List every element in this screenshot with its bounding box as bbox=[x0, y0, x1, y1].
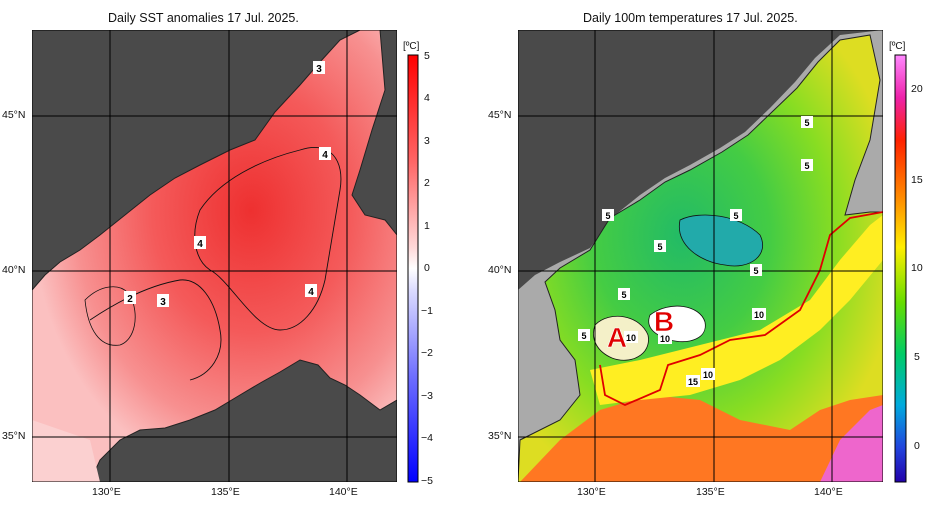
left-lat-label: 35°N bbox=[2, 430, 26, 442]
right-pink-kuroshio bbox=[820, 405, 883, 482]
left-colorbar-tick: −5 bbox=[421, 475, 433, 487]
right-contour-label: 10 bbox=[624, 331, 638, 343]
svg-text:2: 2 bbox=[127, 294, 133, 305]
left-contour-label: 4 bbox=[305, 284, 317, 298]
right-red-boundary bbox=[599, 211, 883, 406]
right-contour-label: 5 bbox=[654, 240, 666, 252]
right-contour-label: 5 bbox=[618, 288, 630, 300]
svg-text:10: 10 bbox=[626, 333, 636, 343]
right-yellow-front bbox=[590, 215, 883, 405]
right-contour-label: 5 bbox=[578, 329, 590, 341]
left-tsushima-area bbox=[32, 420, 100, 482]
right-contour-label: 5 bbox=[730, 209, 742, 221]
left-colorbar-tick: 5 bbox=[424, 50, 430, 62]
svg-text:5: 5 bbox=[581, 331, 586, 341]
svg-text:5: 5 bbox=[605, 211, 610, 221]
right-colorbar-tick: 15 bbox=[911, 174, 923, 186]
svg-text:10: 10 bbox=[754, 310, 764, 320]
region-label-A: A bbox=[607, 322, 627, 353]
svg-text:5: 5 bbox=[753, 266, 758, 276]
left-graticule bbox=[32, 30, 397, 482]
left-lon-label: 135°E bbox=[211, 486, 240, 498]
right-cold-pool bbox=[679, 214, 763, 267]
left-contour-label: 4 bbox=[194, 236, 206, 250]
svg-text:4: 4 bbox=[197, 239, 203, 250]
svg-text:15: 15 bbox=[688, 377, 698, 387]
left-map-title: Daily SST anomalies 17 Jul. 2025. bbox=[108, 11, 299, 25]
right-lat-label: 35°N bbox=[488, 430, 512, 442]
left-contour-label: 4 bbox=[319, 147, 331, 161]
right-cold-eddy-A bbox=[593, 316, 649, 361]
right-graticule bbox=[518, 30, 883, 482]
right-contour-label: 10 bbox=[701, 368, 715, 380]
right-colorbar bbox=[894, 54, 907, 483]
left-colorbar-tick: 1 bbox=[424, 220, 430, 232]
svg-text:5: 5 bbox=[804, 118, 809, 128]
right-colorbar-unit: [ºC] bbox=[889, 41, 906, 52]
right-lon-label: 130°E bbox=[577, 486, 606, 498]
left-lon-label: 130°E bbox=[92, 486, 121, 498]
left-colorbar-tick: −2 bbox=[421, 347, 433, 359]
right-lon-label: 140°E bbox=[814, 486, 843, 498]
left-colorbar bbox=[407, 54, 419, 483]
left-lon-label: 140°E bbox=[329, 486, 358, 498]
left-colorbar-tick: −3 bbox=[421, 390, 433, 402]
svg-text:5: 5 bbox=[621, 290, 626, 300]
right-contour-label: 5 bbox=[750, 264, 762, 276]
left-colorbar-tick: 0 bbox=[424, 262, 430, 274]
right-contour-label: 5 bbox=[602, 209, 614, 221]
svg-text:10: 10 bbox=[703, 370, 713, 380]
left-colorbar-unit: [ºC] bbox=[403, 41, 420, 52]
svg-text:5: 5 bbox=[804, 161, 809, 171]
svg-text:4: 4 bbox=[308, 287, 314, 298]
left-colorbar-tick: 4 bbox=[424, 92, 430, 104]
svg-text:3: 3 bbox=[316, 64, 322, 75]
right-contour-label: 10 bbox=[658, 332, 672, 344]
left-lat-label: 40°N bbox=[2, 264, 26, 276]
left-contour-label: 3 bbox=[313, 61, 325, 75]
right-contour-label: 10 bbox=[752, 308, 766, 320]
right-contour-label: 5 bbox=[801, 159, 813, 171]
left-lat-label: 45°N bbox=[2, 109, 26, 121]
right-colorbar-tick: 10 bbox=[911, 262, 923, 274]
right-colorbar-tick: 0 bbox=[914, 440, 920, 452]
left-contour-label: 3 bbox=[157, 294, 169, 308]
right-colorbar-tick: 20 bbox=[911, 83, 923, 95]
left-map bbox=[32, 30, 397, 482]
right-colorbar-tick: 5 bbox=[914, 351, 920, 363]
right-contour-label: 15 bbox=[686, 375, 700, 387]
left-colorbar-tick: 3 bbox=[424, 135, 430, 147]
svg-text:5: 5 bbox=[657, 242, 662, 252]
left-colorbar-tick: −4 bbox=[421, 432, 433, 444]
region-label-B: B bbox=[654, 306, 674, 337]
right-warm-south-field bbox=[520, 395, 883, 482]
svg-text:4: 4 bbox=[322, 150, 328, 161]
left-colorbar-tick: 2 bbox=[424, 177, 430, 189]
right-map-title: Daily 100m temperatures 17 Jul. 2025. bbox=[583, 11, 798, 25]
right-map bbox=[518, 30, 883, 482]
right-lat-label: 45°N bbox=[488, 109, 512, 121]
right-contour-label: 5 bbox=[801, 116, 813, 128]
left-contour-label: 2 bbox=[124, 291, 136, 305]
svg-text:5: 5 bbox=[733, 211, 738, 221]
right-lon-label: 135°E bbox=[696, 486, 725, 498]
svg-text:3: 3 bbox=[160, 297, 166, 308]
left-colorbar-tick: −1 bbox=[421, 305, 433, 317]
right-lat-label: 40°N bbox=[488, 264, 512, 276]
svg-text:10: 10 bbox=[660, 334, 670, 344]
left-sea-anomaly-field bbox=[32, 30, 397, 482]
